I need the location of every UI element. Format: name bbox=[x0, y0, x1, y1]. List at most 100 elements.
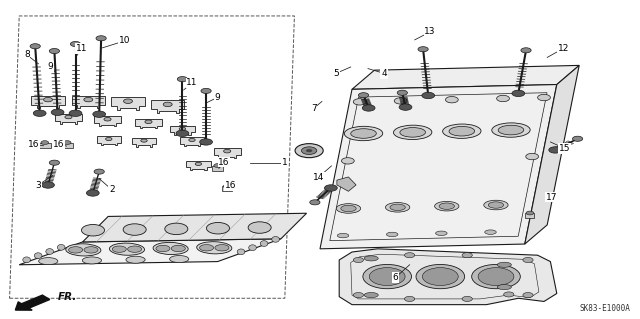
Circle shape bbox=[177, 77, 188, 82]
Circle shape bbox=[223, 149, 231, 153]
Circle shape bbox=[512, 90, 525, 97]
Circle shape bbox=[248, 222, 271, 233]
Ellipse shape bbox=[497, 262, 511, 267]
Circle shape bbox=[422, 268, 458, 286]
Ellipse shape bbox=[170, 256, 189, 263]
Circle shape bbox=[422, 92, 435, 99]
Circle shape bbox=[521, 48, 531, 53]
Text: 16: 16 bbox=[225, 181, 236, 190]
Circle shape bbox=[65, 115, 72, 119]
Polygon shape bbox=[170, 126, 195, 135]
Text: 15: 15 bbox=[559, 144, 570, 153]
FancyArrow shape bbox=[15, 295, 50, 310]
Ellipse shape bbox=[436, 231, 447, 235]
Circle shape bbox=[70, 41, 81, 47]
Ellipse shape bbox=[23, 257, 31, 263]
Ellipse shape bbox=[498, 125, 524, 135]
Circle shape bbox=[538, 94, 550, 101]
Bar bbox=[212, 166, 223, 171]
Polygon shape bbox=[352, 65, 579, 89]
Ellipse shape bbox=[364, 293, 378, 298]
Text: 16: 16 bbox=[218, 158, 230, 167]
Circle shape bbox=[123, 224, 146, 235]
Ellipse shape bbox=[237, 249, 245, 255]
Ellipse shape bbox=[156, 245, 170, 252]
Polygon shape bbox=[19, 239, 281, 265]
Polygon shape bbox=[151, 100, 184, 113]
Text: 13: 13 bbox=[424, 27, 436, 36]
Circle shape bbox=[41, 141, 49, 145]
Circle shape bbox=[86, 190, 99, 196]
Polygon shape bbox=[320, 85, 557, 249]
Text: SK83-E1000A: SK83-E1000A bbox=[580, 304, 630, 313]
Polygon shape bbox=[186, 161, 211, 170]
Circle shape bbox=[200, 139, 212, 145]
Text: 7: 7 bbox=[311, 104, 316, 113]
Circle shape bbox=[51, 109, 64, 115]
Circle shape bbox=[462, 253, 472, 258]
Ellipse shape bbox=[400, 128, 426, 137]
Polygon shape bbox=[525, 65, 579, 244]
Polygon shape bbox=[337, 177, 356, 191]
Polygon shape bbox=[97, 136, 121, 145]
Ellipse shape bbox=[272, 236, 280, 242]
Circle shape bbox=[30, 44, 40, 49]
Circle shape bbox=[145, 120, 152, 123]
Circle shape bbox=[497, 95, 509, 102]
Circle shape bbox=[399, 104, 412, 110]
Circle shape bbox=[523, 257, 533, 263]
Circle shape bbox=[462, 296, 472, 301]
Ellipse shape bbox=[484, 230, 496, 234]
Circle shape bbox=[342, 158, 355, 164]
Circle shape bbox=[353, 99, 366, 105]
Ellipse shape bbox=[46, 249, 54, 254]
Circle shape bbox=[369, 268, 405, 286]
Circle shape bbox=[504, 292, 514, 297]
Circle shape bbox=[324, 185, 337, 191]
Circle shape bbox=[49, 160, 60, 165]
Text: 3: 3 bbox=[36, 181, 41, 189]
Ellipse shape bbox=[484, 200, 508, 210]
Circle shape bbox=[223, 184, 231, 188]
Circle shape bbox=[33, 110, 46, 116]
Ellipse shape bbox=[497, 285, 511, 290]
Ellipse shape bbox=[443, 124, 481, 138]
Polygon shape bbox=[339, 249, 557, 305]
Circle shape bbox=[310, 200, 320, 205]
Circle shape bbox=[418, 47, 428, 52]
Polygon shape bbox=[180, 137, 204, 146]
Circle shape bbox=[362, 105, 375, 111]
Polygon shape bbox=[94, 116, 121, 126]
Circle shape bbox=[549, 147, 562, 153]
Circle shape bbox=[69, 110, 82, 116]
Ellipse shape bbox=[435, 201, 459, 211]
Polygon shape bbox=[111, 97, 145, 109]
Text: 11: 11 bbox=[76, 44, 88, 53]
Circle shape bbox=[96, 36, 106, 41]
Circle shape bbox=[165, 223, 188, 235]
Circle shape bbox=[478, 268, 514, 286]
Text: 2: 2 bbox=[109, 185, 115, 194]
Circle shape bbox=[397, 90, 408, 95]
Ellipse shape bbox=[196, 242, 232, 254]
Ellipse shape bbox=[66, 244, 101, 256]
Ellipse shape bbox=[58, 244, 65, 250]
Text: 4: 4 bbox=[381, 69, 387, 78]
Circle shape bbox=[179, 127, 186, 130]
Ellipse shape bbox=[364, 256, 378, 261]
Circle shape bbox=[301, 147, 317, 154]
Text: 9: 9 bbox=[215, 93, 220, 102]
Ellipse shape bbox=[38, 258, 58, 265]
Circle shape bbox=[363, 264, 412, 289]
Text: 11: 11 bbox=[186, 78, 198, 87]
Circle shape bbox=[472, 264, 520, 289]
Polygon shape bbox=[135, 119, 162, 129]
Circle shape bbox=[353, 293, 364, 298]
Circle shape bbox=[84, 97, 93, 102]
Text: 12: 12 bbox=[557, 44, 569, 53]
Ellipse shape bbox=[492, 123, 530, 137]
Circle shape bbox=[44, 97, 52, 102]
Text: 10: 10 bbox=[119, 36, 131, 45]
Ellipse shape bbox=[488, 202, 504, 208]
Text: 9: 9 bbox=[47, 62, 52, 71]
